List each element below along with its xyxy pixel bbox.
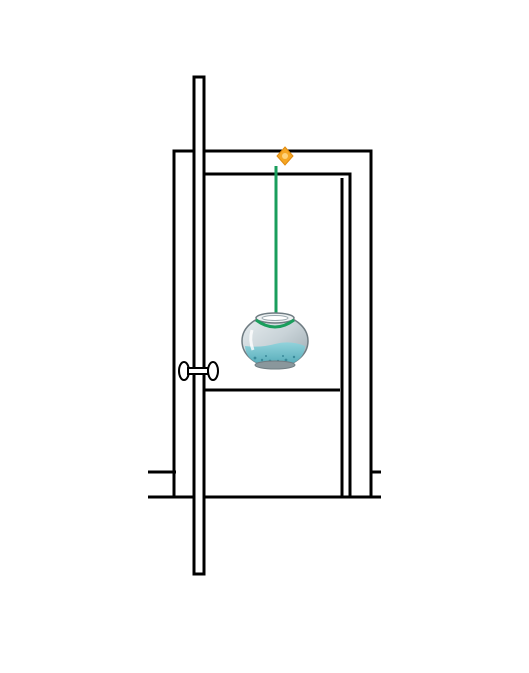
door-knob-icon (178, 361, 219, 381)
knob-spindle (187, 367, 209, 375)
wall-baseboard (148, 470, 381, 499)
knob-right (207, 361, 219, 381)
fishbowl-icon (241, 312, 309, 370)
door-frame (172, 149, 373, 499)
tack-center (282, 153, 288, 159)
string-loop (255, 318, 295, 329)
bowl-highlight (249, 329, 255, 351)
bowl-water (245, 342, 305, 367)
door-panel (192, 75, 206, 576)
pushpin-icon (276, 146, 294, 166)
frame-outer (172, 149, 373, 497)
bowl-base (254, 360, 296, 370)
bowl-rim-inner (261, 315, 289, 321)
